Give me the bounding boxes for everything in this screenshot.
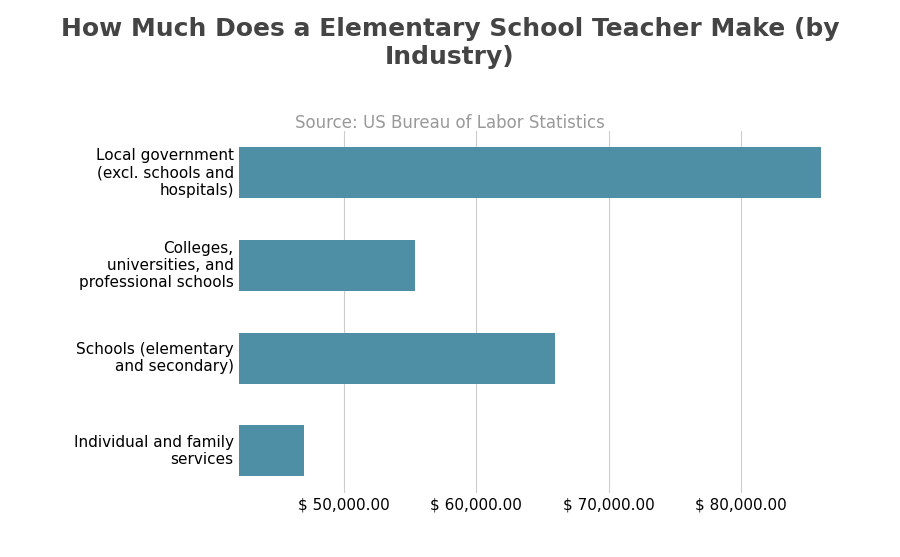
Bar — [0, 240, 416, 291]
Text: How Much Does a Elementary School Teacher Make (by
Industry): How Much Does a Elementary School Teache… — [61, 17, 839, 69]
Text: Source: US Bureau of Labor Statistics: Source: US Bureau of Labor Statistics — [295, 114, 605, 132]
Bar — [0, 426, 304, 476]
Bar — [0, 333, 555, 384]
Bar — [0, 148, 821, 198]
